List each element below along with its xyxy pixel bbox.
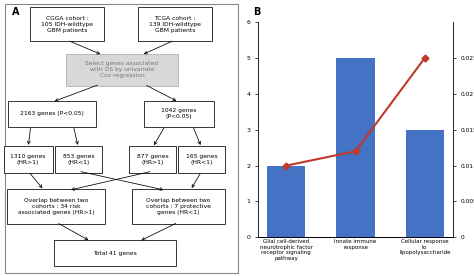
Text: Select genes associated
with OS by univariate
Cox regression: Select genes associated with OS by univa… bbox=[85, 61, 159, 78]
Text: B: B bbox=[254, 7, 261, 17]
FancyBboxPatch shape bbox=[55, 146, 102, 172]
FancyBboxPatch shape bbox=[30, 7, 104, 41]
Text: 2163 genes (P<0.05): 2163 genes (P<0.05) bbox=[20, 111, 84, 116]
FancyBboxPatch shape bbox=[178, 146, 225, 172]
FancyBboxPatch shape bbox=[132, 189, 225, 224]
Text: 165 genes
(HR<1): 165 genes (HR<1) bbox=[186, 154, 218, 165]
FancyBboxPatch shape bbox=[9, 101, 96, 127]
FancyBboxPatch shape bbox=[144, 101, 214, 127]
Bar bbox=[337, 58, 374, 237]
FancyBboxPatch shape bbox=[4, 146, 53, 172]
Text: 1310 genes
(HR>1): 1310 genes (HR>1) bbox=[10, 154, 46, 165]
Bar bbox=[267, 166, 305, 237]
Text: 853 genes
(HR<1): 853 genes (HR<1) bbox=[63, 154, 94, 165]
Text: 877 genes
(HR>1): 877 genes (HR>1) bbox=[137, 154, 168, 165]
Text: Overlap between two
cohorts : 34 risk
associated genes (HR>1): Overlap between two cohorts : 34 risk as… bbox=[18, 198, 95, 215]
FancyBboxPatch shape bbox=[7, 189, 105, 224]
Bar bbox=[406, 130, 444, 237]
Text: Total 41 genes: Total 41 genes bbox=[93, 251, 137, 256]
FancyBboxPatch shape bbox=[66, 54, 178, 86]
Text: A: A bbox=[12, 7, 19, 17]
Text: TCGA cohort :
139 IDH-wildtype
GBM patients: TCGA cohort : 139 IDH-wildtype GBM patie… bbox=[149, 16, 201, 33]
Text: 1042 genes
(P<0.05): 1042 genes (P<0.05) bbox=[161, 108, 197, 119]
FancyBboxPatch shape bbox=[129, 146, 176, 172]
FancyBboxPatch shape bbox=[54, 240, 176, 266]
FancyBboxPatch shape bbox=[5, 4, 238, 273]
FancyBboxPatch shape bbox=[137, 7, 212, 41]
Text: CGGA cohort :
105 IDH-wildtype
GBM patients: CGGA cohort : 105 IDH-wildtype GBM patie… bbox=[41, 16, 93, 33]
Text: Overlap between two
cohorts : 7 protective
genes (HR<1): Overlap between two cohorts : 7 protecti… bbox=[146, 198, 211, 215]
